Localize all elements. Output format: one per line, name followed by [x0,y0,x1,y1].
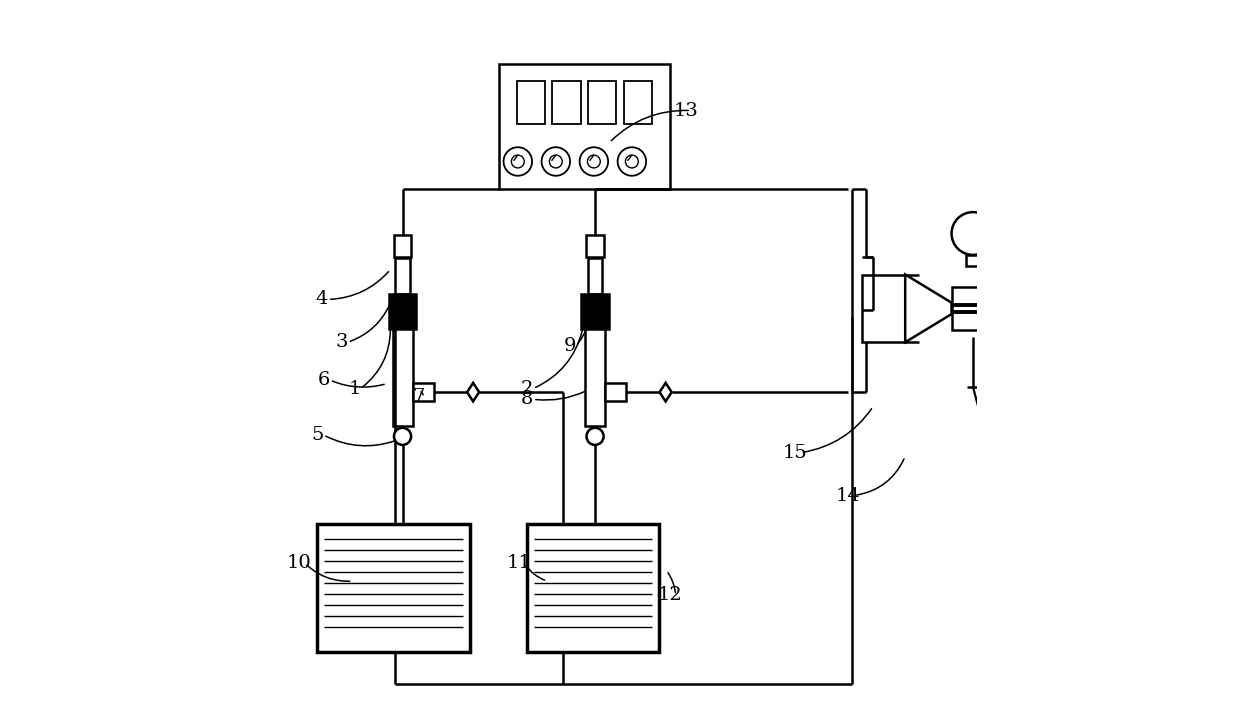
Text: 2: 2 [521,379,533,398]
Text: 9: 9 [564,337,577,355]
Polygon shape [660,383,672,401]
Circle shape [587,428,604,445]
Text: 8: 8 [521,390,533,409]
Bar [317,524,470,652]
Bar [396,258,409,294]
Circle shape [549,155,562,168]
Bar [552,81,580,124]
Bar [587,235,604,257]
Bar [585,329,605,426]
Bar [582,294,609,329]
Bar [393,235,412,257]
Circle shape [618,148,646,176]
Bar [588,81,616,124]
Text: 11: 11 [506,554,531,573]
Text: 10: 10 [286,554,311,573]
Polygon shape [467,383,479,401]
Bar [588,258,603,294]
Text: 13: 13 [673,101,698,120]
Bar [389,294,417,329]
Circle shape [588,155,600,168]
Circle shape [542,148,570,176]
Bar [527,524,660,652]
Text: 1: 1 [348,379,361,398]
Bar [624,81,652,124]
Bar [498,64,670,189]
Circle shape [579,148,608,176]
Text: 5: 5 [311,426,324,444]
Bar [413,383,434,401]
Text: 12: 12 [657,586,682,605]
Bar [517,81,546,124]
Circle shape [511,155,525,168]
Text: 14: 14 [836,486,861,505]
Text: 7: 7 [413,388,425,406]
Circle shape [503,148,532,176]
Circle shape [951,212,994,255]
Bar [863,275,905,342]
Text: 3: 3 [336,333,348,352]
Circle shape [394,428,412,445]
Bar [966,255,980,266]
Circle shape [625,155,639,168]
Text: 15: 15 [782,443,807,462]
Text: 6: 6 [317,371,330,389]
Bar [393,329,413,426]
Polygon shape [905,275,951,342]
Text: 4: 4 [316,290,329,309]
Bar [951,287,994,329]
Bar [605,383,626,401]
